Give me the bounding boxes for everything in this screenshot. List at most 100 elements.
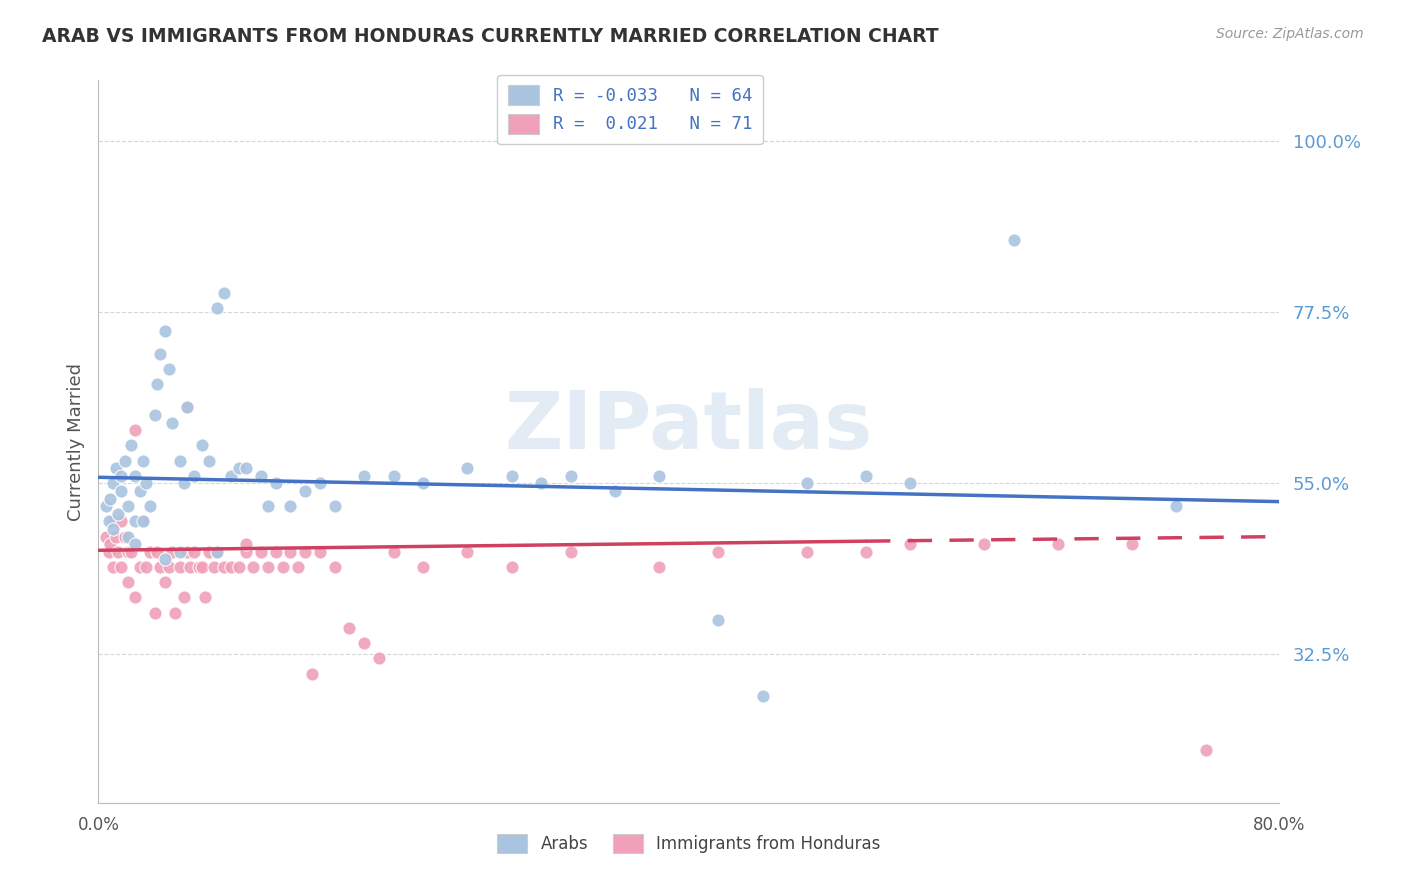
Point	[103, 476, 125, 491]
Point	[107, 545, 129, 559]
Point	[648, 468, 671, 483]
Point	[176, 545, 198, 559]
Point	[128, 560, 150, 574]
Point	[169, 560, 191, 574]
Point	[457, 461, 479, 475]
Point	[353, 468, 375, 483]
Point	[264, 545, 287, 559]
Point	[98, 491, 121, 506]
Point	[117, 499, 139, 513]
Point	[157, 362, 180, 376]
Point	[457, 545, 479, 559]
Point	[132, 453, 155, 467]
Point	[368, 651, 391, 665]
Point	[605, 483, 627, 498]
Point	[124, 515, 146, 529]
Point	[110, 483, 132, 498]
Point	[110, 468, 132, 483]
Point	[323, 499, 346, 513]
Point	[560, 468, 582, 483]
Point	[120, 438, 142, 452]
Point	[205, 301, 228, 316]
Point	[103, 522, 125, 536]
Point	[97, 545, 120, 559]
Point	[560, 545, 582, 559]
Point	[501, 468, 523, 483]
Point	[1121, 537, 1143, 551]
Point	[153, 324, 176, 338]
Point	[191, 560, 214, 574]
Point	[212, 286, 235, 301]
Point	[1195, 742, 1218, 756]
Point	[149, 560, 172, 574]
Point	[707, 613, 730, 627]
Point	[117, 530, 139, 544]
Point	[294, 483, 316, 498]
Point	[250, 468, 273, 483]
Point	[135, 476, 157, 491]
Point	[855, 468, 877, 483]
Point	[132, 515, 155, 529]
Point	[139, 545, 162, 559]
Point	[1166, 499, 1188, 513]
Point	[117, 575, 139, 590]
Point	[382, 468, 405, 483]
Point	[205, 545, 228, 559]
Point	[353, 636, 375, 650]
Legend: Arabs, Immigrants from Honduras: Arabs, Immigrants from Honduras	[491, 827, 887, 860]
Point	[132, 515, 155, 529]
Point	[412, 476, 434, 491]
Point	[323, 560, 346, 574]
Point	[146, 377, 169, 392]
Point	[153, 552, 176, 566]
Point	[162, 416, 183, 430]
Point	[294, 545, 316, 559]
Point	[228, 461, 250, 475]
Point	[157, 560, 180, 574]
Text: ARAB VS IMMIGRANTS FROM HONDURAS CURRENTLY MARRIED CORRELATION CHART: ARAB VS IMMIGRANTS FROM HONDURAS CURRENT…	[42, 27, 939, 45]
Point	[114, 453, 136, 467]
Point	[117, 545, 139, 559]
Point	[339, 621, 361, 635]
Point	[187, 560, 209, 574]
Point	[198, 545, 221, 559]
Point	[257, 560, 280, 574]
Point	[309, 476, 332, 491]
Point	[855, 545, 877, 559]
Point	[114, 530, 136, 544]
Point	[530, 476, 553, 491]
Point	[501, 560, 523, 574]
Point	[153, 575, 176, 590]
Point	[221, 560, 243, 574]
Point	[235, 545, 257, 559]
Point	[280, 499, 302, 513]
Point	[242, 560, 264, 574]
Point	[103, 560, 125, 574]
Point	[198, 453, 221, 467]
Point	[162, 545, 183, 559]
Point	[169, 545, 191, 559]
Text: ZIPatlas: ZIPatlas	[505, 388, 873, 467]
Point	[900, 476, 922, 491]
Point	[107, 507, 129, 521]
Text: Source: ZipAtlas.com: Source: ZipAtlas.com	[1216, 27, 1364, 41]
Point	[139, 499, 162, 513]
Point	[1002, 233, 1025, 247]
Point	[169, 453, 191, 467]
Point	[183, 545, 205, 559]
Point	[135, 560, 157, 574]
Point	[110, 560, 132, 574]
Point	[165, 606, 187, 620]
Point	[250, 545, 273, 559]
Point	[183, 468, 205, 483]
Point	[202, 560, 225, 574]
Point	[94, 530, 117, 544]
Point	[103, 515, 125, 529]
Point	[257, 499, 280, 513]
Point	[752, 690, 775, 704]
Point	[235, 461, 257, 475]
Point	[110, 515, 132, 529]
Point	[146, 545, 169, 559]
Point	[309, 545, 332, 559]
Point	[1046, 537, 1070, 551]
